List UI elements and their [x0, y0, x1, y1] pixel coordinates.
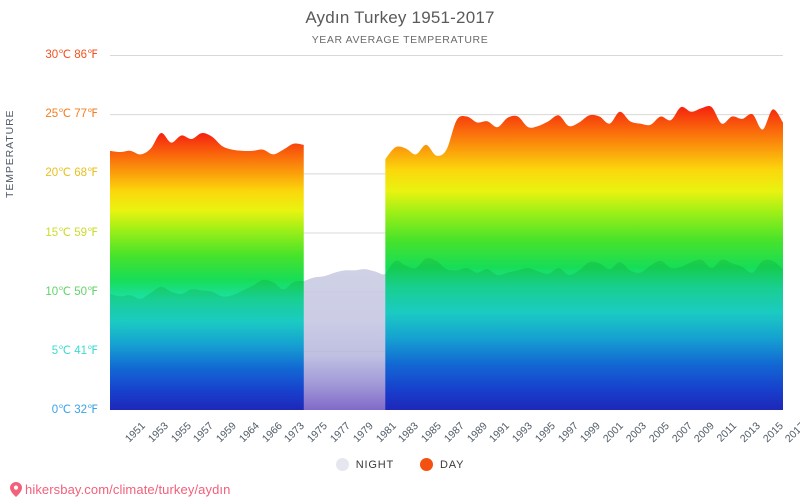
plot-area: [110, 55, 783, 410]
x-tick-label: 1993: [510, 420, 536, 446]
x-tick-label: 1955: [168, 420, 194, 446]
x-tick-label: 1999: [578, 420, 604, 446]
x-tick-label: 1979: [350, 420, 376, 446]
x-tick-label: 2009: [692, 420, 718, 446]
day-area: [385, 106, 783, 410]
x-tick-label: 1989: [464, 420, 490, 446]
source-url-text: hikersbay.com/climate/turkey/aydın: [25, 482, 231, 497]
x-tick-label: 2005: [646, 420, 672, 446]
chart-subtitle: YEAR AVERAGE TEMPERATURE: [311, 34, 489, 46]
x-tick-label: 2017: [783, 420, 800, 446]
x-tick-label: 2007: [669, 420, 695, 446]
x-tick-label: 1995: [532, 420, 558, 446]
y-tick-label: 15℃ 59℉: [45, 226, 98, 239]
x-tick-label: 2001: [601, 420, 627, 446]
x-tick-label: 2015: [760, 420, 786, 446]
legend-swatch-day-icon: [420, 458, 434, 471]
x-tick-label: 1987: [441, 420, 467, 446]
x-tick-label: 1959: [213, 420, 239, 446]
x-tick-label: 1997: [555, 420, 581, 446]
x-tick-label: 2011: [714, 420, 740, 445]
source-watermark[interactable]: hikersbay.com/climate/turkey/aydın: [10, 482, 230, 497]
x-tick-label: 1973: [282, 420, 308, 446]
y-tick-label: 25℃ 77℉: [45, 108, 98, 121]
x-tick-label: 1957: [191, 420, 217, 446]
night-overlay-band: [110, 279, 304, 410]
y-axis-labels: 30℃ 86℉ 25℃ 77℉ 20℃ 68℉ 15℃ 59℉ 10℃ 50℉ 5℃ 41…: [0, 0, 98, 500]
y-tick-label: 30℃ 86℉: [45, 49, 98, 61]
legend-swatch-night-icon: [335, 458, 349, 471]
x-tick-label: 1964: [236, 420, 262, 446]
temperature-area-chart: [110, 55, 783, 410]
x-tick-label: 1953: [145, 420, 171, 446]
x-tick-label: 1981: [373, 420, 399, 446]
legend-item-night[interactable]: NIGHT: [335, 458, 395, 471]
y-tick-label: 20℃ 68℉: [45, 167, 98, 180]
x-tick-label: 1966: [259, 420, 285, 446]
x-tick-label: 1983: [396, 420, 422, 446]
y-tick-label: 5℃ 41℉: [51, 344, 98, 357]
x-tick-label: 2003: [623, 420, 649, 446]
x-tick-label: 2013: [737, 420, 763, 446]
legend-label: DAY: [440, 458, 465, 471]
legend-label: NIGHT: [355, 458, 395, 471]
location-pin-icon: [10, 482, 22, 497]
legend-item-day[interactable]: DAY: [420, 458, 464, 471]
x-tick-label: 1951: [122, 420, 148, 446]
x-tick-label: 1975: [305, 420, 331, 446]
night-overlay-band: [385, 258, 783, 410]
x-tick-label: 1977: [327, 420, 353, 446]
series-layer: [110, 106, 783, 410]
day-area: [110, 133, 304, 410]
page-title: Aydın Turkey 1951-2017: [305, 8, 495, 27]
x-tick-label: 1985: [418, 420, 444, 446]
y-tick-label: 0℃ 32℉: [51, 404, 98, 416]
chart-legend: NIGHT DAY: [0, 458, 800, 471]
y-tick-label: 10℃ 50℉: [45, 285, 98, 298]
x-tick-label: 1991: [487, 420, 513, 446]
